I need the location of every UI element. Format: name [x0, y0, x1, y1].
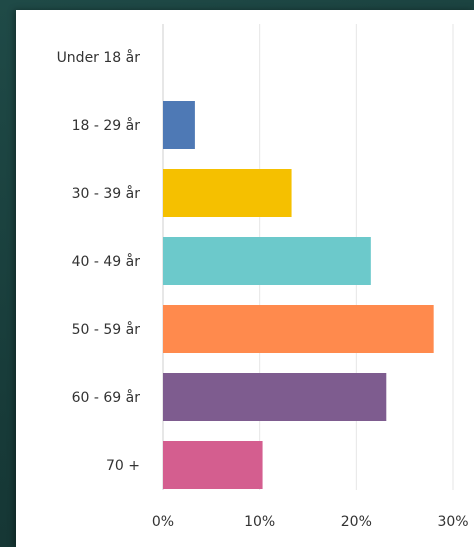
x-tick-label: 0%	[152, 514, 174, 530]
bar	[163, 441, 263, 489]
bar	[163, 101, 195, 149]
category-label: 40 - 49 år	[72, 253, 141, 270]
category-label: 60 - 69 år	[72, 389, 141, 406]
x-tick-labels: 0% 10% 20% 30%	[152, 514, 469, 530]
x-tick-label: 10%	[244, 514, 275, 530]
category-label: 18 - 29 år	[72, 117, 141, 134]
x-tick-label: 20%	[341, 514, 372, 530]
bar	[163, 305, 434, 353]
category-labels: Under 18 år 18 - 29 år 30 - 39 år 40 - 49 å…	[57, 49, 141, 474]
category-label: 50 - 59 år	[72, 321, 141, 338]
category-label: Under 18 år	[57, 49, 141, 66]
bar	[163, 373, 387, 421]
bar	[163, 169, 292, 217]
category-label: 30 - 39 år	[72, 185, 141, 202]
x-tick-label: 30%	[437, 514, 468, 530]
category-label: 70 +	[106, 458, 140, 474]
bars	[163, 101, 434, 489]
bar	[163, 237, 371, 285]
